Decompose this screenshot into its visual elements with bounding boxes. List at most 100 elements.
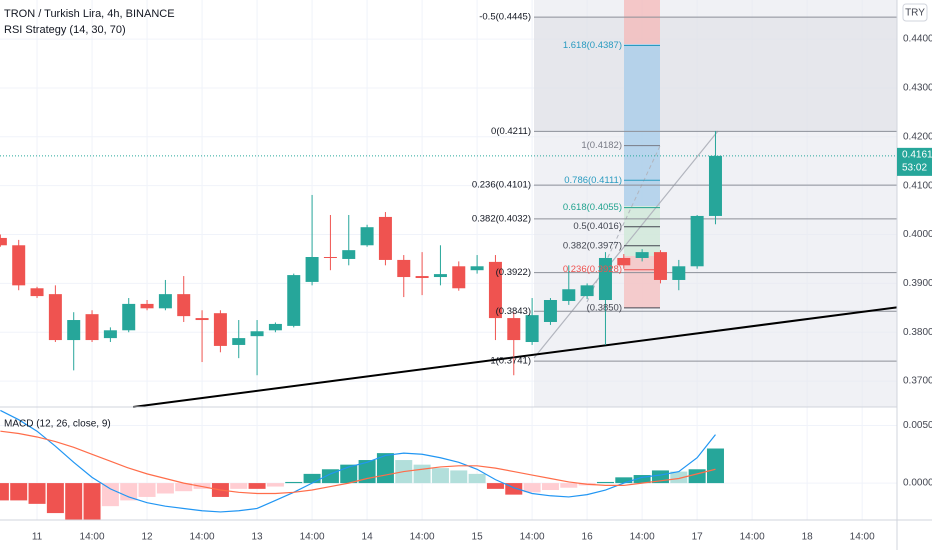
- y-tick-label: 0.4100: [903, 180, 932, 191]
- y-tick-label: 0.4400: [903, 34, 932, 45]
- fib-label: 1.618(0.4387): [563, 40, 622, 51]
- x-tick-label: 14:00: [300, 532, 325, 543]
- macd-bar: [65, 483, 83, 520]
- candle-body: [323, 257, 337, 259]
- candle-body: [305, 257, 319, 282]
- y-tick-label: 0.0000: [903, 478, 932, 489]
- last-price-box: [897, 147, 932, 176]
- x-tick-label: 11: [32, 532, 43, 543]
- x-tick-label: 14:00: [850, 532, 875, 543]
- macd-bar: [340, 464, 358, 484]
- macd-bar: [101, 483, 119, 507]
- x-tick-label: 16: [582, 532, 594, 543]
- candle-body: [213, 313, 227, 346]
- fib-label: (0.3850): [587, 302, 622, 313]
- fib-band: [534, 17, 897, 132]
- macd-bar: [523, 483, 541, 493]
- candle-body: [488, 261, 502, 319]
- plot: [0, 16, 898, 520]
- macd-bar: [486, 483, 504, 489]
- macd-bar: [248, 483, 266, 489]
- macd-bar: [413, 464, 431, 484]
- y-tick-label: 0.4300: [903, 83, 932, 94]
- candle-body: [195, 318, 209, 321]
- fib-label: 0.618(0.4055): [563, 202, 622, 213]
- candle-body: [415, 276, 429, 279]
- fib-label: 1(0.4182): [581, 140, 622, 151]
- macd-bar: [706, 448, 724, 484]
- candle-body: [140, 303, 154, 309]
- candle-body: [287, 275, 301, 326]
- macd-bar: [120, 483, 138, 501]
- x-tick-label: 14:00: [410, 532, 435, 543]
- candle-body: [397, 259, 411, 278]
- macd-label: MACD (12, 26, close, 9): [4, 419, 111, 430]
- candle-body: [452, 266, 466, 289]
- macd-bar: [541, 483, 559, 491]
- macd-bar: [230, 483, 248, 489]
- macd-bar: [505, 483, 523, 495]
- x-tick-label: 12: [141, 532, 153, 543]
- candle-body: [672, 266, 686, 280]
- x-tick-label: 14: [362, 532, 374, 543]
- candle-body: [268, 323, 282, 331]
- candle-body: [67, 320, 81, 341]
- candle-body: [690, 215, 704, 267]
- y-tick-label: 0.0050: [903, 420, 932, 431]
- y-tick-label: 0.4000: [903, 229, 932, 240]
- fib-label: (0.3843): [496, 306, 531, 317]
- fib-label: 0(0.4211): [491, 126, 531, 137]
- macd-bar: [285, 481, 303, 484]
- candle-body: [360, 227, 374, 246]
- macd-bar: [431, 468, 449, 484]
- x-tick-label: 14:00: [190, 532, 215, 543]
- fib-label: 0.382(0.3977): [563, 240, 622, 251]
- candle-body: [433, 274, 447, 278]
- fib-diagonal: [533, 130, 719, 359]
- candle-body: [507, 318, 521, 341]
- candle-body: [708, 155, 722, 216]
- candle-body: [177, 294, 191, 317]
- fib-label: (0.3922): [496, 267, 531, 278]
- fib-label: 1(0.3741): [490, 356, 531, 367]
- macd-bar: [46, 483, 64, 514]
- candle-body: [598, 257, 612, 300]
- macd-bar: [156, 483, 174, 494]
- y-tick-label: 0.3800: [903, 327, 932, 338]
- x-tick-label: 14:00: [80, 532, 105, 543]
- y-tick-label: 0.3900: [903, 278, 932, 289]
- candle-body: [122, 303, 136, 331]
- position-target: [624, 44, 660, 206]
- macd-line: [0, 430, 716, 495]
- macd-bar: [138, 483, 156, 497]
- macd-bar: [670, 471, 688, 484]
- candle-body: [0, 237, 7, 246]
- macd-bar: [28, 483, 46, 504]
- position-stop: [624, 0, 660, 44]
- fib-label: 0.5(0.4016): [573, 221, 622, 232]
- candle-body: [562, 289, 576, 301]
- countdown: 53:02: [902, 163, 927, 174]
- candle-body: [232, 338, 246, 345]
- candle-body: [635, 252, 649, 258]
- macd-bar: [175, 483, 193, 492]
- candle-body: [653, 252, 667, 280]
- candle-body: [378, 216, 392, 260]
- trendline: [132, 306, 898, 408]
- candle-body: [342, 250, 356, 259]
- candle-body: [250, 331, 264, 337]
- candle-body: [543, 299, 557, 322]
- fib-label: -0.5(0.4445): [479, 12, 531, 23]
- x-tick-label: 14:00: [740, 532, 765, 543]
- position-zone: [624, 206, 660, 256]
- candle-body: [470, 266, 484, 271]
- y-tick-label: 0.3700: [903, 376, 932, 387]
- fib-label: 0.236(0.4101): [472, 180, 531, 191]
- x-tick-label: 15: [472, 532, 484, 543]
- fib-label: 0.786(0.4111): [564, 175, 622, 186]
- macd-bar: [615, 477, 633, 484]
- currency-button[interactable]: [902, 3, 928, 22]
- x-tick-label: 13: [252, 532, 264, 543]
- macd-bar: [10, 483, 28, 501]
